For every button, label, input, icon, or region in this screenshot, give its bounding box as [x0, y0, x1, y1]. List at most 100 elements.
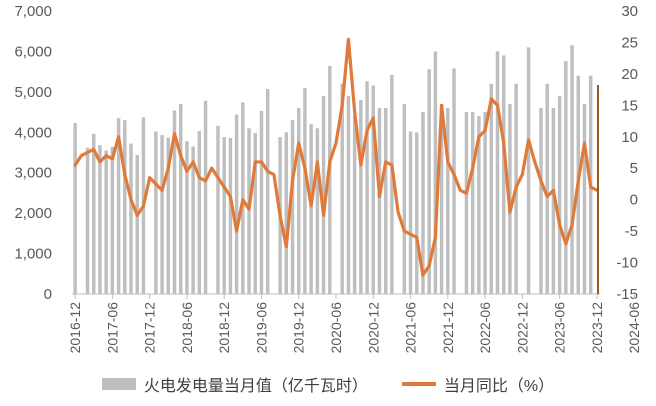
y-left-tick-label: 3,000 [14, 165, 52, 182]
x-tick-label: 2024-06 [626, 302, 642, 354]
bar [526, 47, 531, 294]
bar [178, 103, 183, 295]
legend-item-generation: 火电发电量当月值（亿千瓦时） [101, 372, 368, 396]
bar [501, 55, 506, 294]
x-tick-label: 2021-06 [403, 302, 419, 354]
y-right-tick-label: -15 [616, 286, 638, 303]
y-right-tick-label: 30 [621, 3, 638, 20]
bar [222, 137, 226, 294]
y-right-tick-label: 0 [630, 192, 638, 209]
bar [259, 110, 264, 294]
bar [154, 131, 158, 294]
bar [470, 112, 475, 294]
y-left-tick-label: 5,000 [14, 84, 52, 101]
legend-swatch-bar [101, 378, 136, 390]
bar [315, 128, 320, 294]
y-left-tick-label: 6,000 [14, 43, 52, 60]
y-right-tick-label: 10 [621, 129, 638, 146]
bar [73, 122, 77, 295]
bar [539, 108, 543, 294]
bar [228, 137, 233, 294]
y-right-tick-label: 15 [621, 97, 638, 114]
x-tick-label: 2019-06 [253, 302, 269, 354]
bar [290, 120, 295, 294]
x-tick-label: 2023-12 [589, 302, 605, 354]
bar [557, 95, 562, 295]
bar [234, 114, 239, 294]
bar [551, 108, 556, 294]
bar [346, 95, 351, 295]
bar [328, 65, 332, 294]
bar [564, 61, 568, 294]
chart-svg: 0 1,000 2,000 3,000 4,000 5,000 6,000 7,000 -15 -… [14, 3, 642, 354]
y-left-tick-label: 4,000 [14, 124, 52, 141]
legend-item-yoy: 当月同比（%） [401, 372, 555, 396]
bar [203, 100, 208, 294]
bar [216, 125, 220, 294]
legend-label-yoy: 当月同比（%） [443, 378, 555, 395]
bar [284, 132, 289, 294]
bar [104, 150, 108, 294]
y-right-tick-label: -10 [616, 255, 638, 272]
x-tick-label: 2019-12 [291, 302, 307, 354]
bar [166, 137, 171, 294]
bar [197, 131, 202, 294]
bar [340, 83, 344, 295]
bar [352, 116, 357, 294]
bar [85, 147, 90, 294]
bar [464, 112, 469, 294]
bar [495, 51, 500, 295]
x-tick-label: 2017-12 [142, 302, 158, 354]
bar [446, 108, 450, 294]
bar [253, 133, 257, 294]
bar [383, 108, 388, 294]
bar [309, 124, 313, 294]
bar [98, 145, 102, 294]
bar [545, 83, 549, 295]
bar [185, 141, 189, 294]
y-left-tick-label: 1,000 [14, 246, 52, 263]
bar [116, 118, 121, 294]
bar [427, 69, 431, 294]
bar [489, 83, 494, 295]
x-tick-label: 2020-12 [365, 302, 381, 354]
x-tick-label: 2023-06 [552, 302, 568, 354]
bar [377, 108, 382, 294]
legend-label-generation: 火电发电量当月值（亿千瓦时） [143, 378, 368, 395]
bar [135, 154, 139, 294]
bar [452, 68, 456, 294]
y-right-tick-label: -5 [625, 223, 638, 240]
x-tick-label: 2022-06 [477, 302, 493, 354]
bar [129, 143, 133, 294]
bar [92, 133, 96, 294]
x-tick-label: 2018-12 [216, 302, 232, 354]
y-left-tick-label: 2,000 [14, 205, 52, 222]
bar [439, 103, 444, 295]
y-right-tick-label: 25 [621, 34, 638, 51]
bar [191, 146, 195, 294]
x-tick-label: 2020-06 [328, 302, 344, 354]
bar [570, 45, 574, 294]
bar [390, 74, 394, 294]
bar [402, 103, 407, 295]
y-right-tick-label: 20 [621, 66, 638, 83]
bar [365, 81, 369, 294]
bar [582, 103, 587, 295]
x-tick-label: 2021-12 [440, 302, 456, 354]
x-tick-label: 2018-06 [179, 302, 195, 354]
bar [110, 146, 115, 294]
bar [483, 112, 487, 294]
bar [415, 132, 419, 294]
bar [172, 110, 177, 294]
legend: 火电发电量当月值（亿千瓦时） 当月同比（%） [0, 372, 656, 396]
y-left-tick-label: 7,000 [14, 3, 52, 20]
bar [247, 128, 251, 294]
bar [123, 120, 127, 294]
bar [359, 99, 363, 294]
x-tick-label: 2017-06 [104, 302, 120, 354]
legend-swatch-line [401, 382, 436, 386]
bar [408, 131, 413, 294]
bar [303, 87, 307, 294]
bar [296, 108, 301, 294]
